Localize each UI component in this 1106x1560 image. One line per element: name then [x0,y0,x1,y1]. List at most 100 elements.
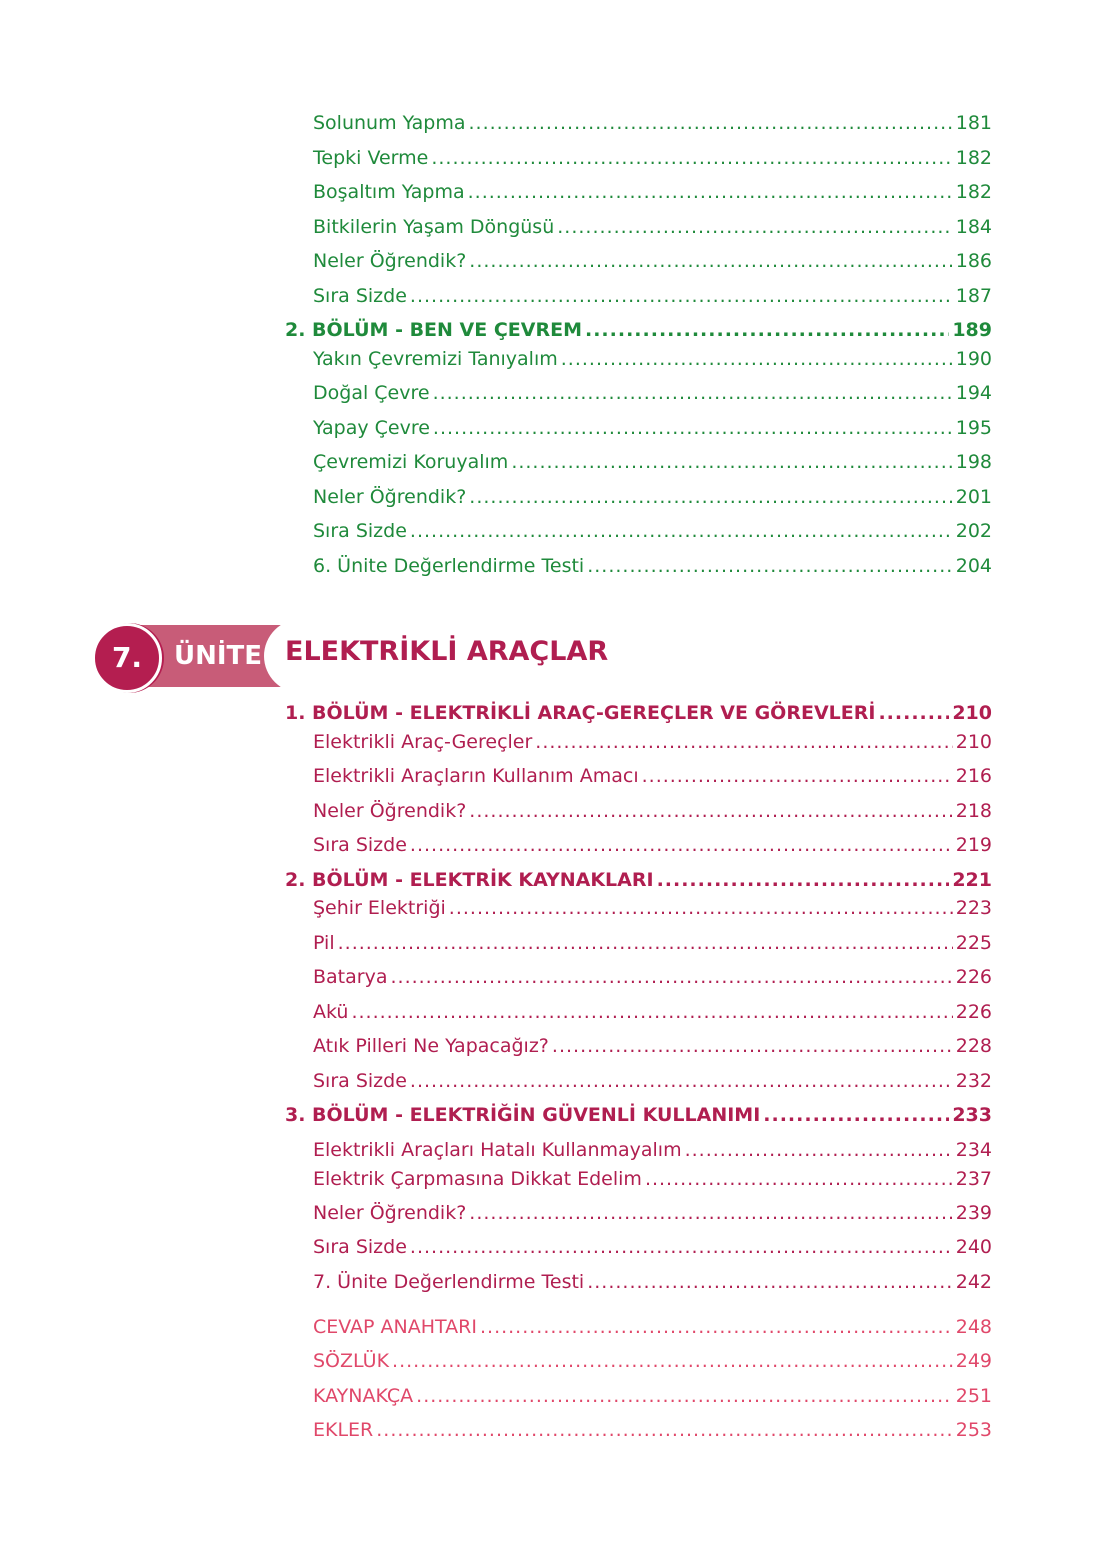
entry-title: Akü [313,1001,349,1023]
toc-entry[interactable]: KAYNAKÇA 251 [313,1383,992,1409]
toc-entry[interactable]: Elektrik Çarpmasına Dikkat Edelim 237 [313,1166,992,1192]
toc-entry[interactable]: Doğal Çevre 194 [313,380,992,406]
toc-entry[interactable]: Bitkilerin Yaşam Döngüsü 184 [313,214,992,240]
entry-page: 190 [955,348,992,370]
leader-dots [469,1200,952,1226]
entry-page: 195 [955,417,992,439]
toc-entry[interactable]: 2. BÖLÜM - ELEKTRİK KAYNAKLARI 221 [285,867,992,893]
entry-page: 210 [952,702,992,724]
leader-dots [410,283,953,309]
toc-entry[interactable]: Sıra Sizde 202 [313,518,992,544]
entry-page: 248 [955,1316,992,1338]
entry-title: 7. Ünite Değerlendirme Testi [313,1271,585,1293]
entry-title: 2. BÖLÜM - ELEKTRİK KAYNAKLARI [285,869,654,891]
leader-dots [557,214,952,240]
unit-number: 7. [92,623,162,693]
entry-page: 187 [955,285,992,307]
toc-entry[interactable]: Sıra Sizde 240 [313,1234,992,1260]
toc-entry[interactable]: Boşaltım Yapma 182 [313,179,992,205]
leader-dots [410,518,953,544]
entry-title: Sıra Sizde [313,834,407,856]
entry-title: Neler Öğrendik? [313,486,467,508]
leader-dots [587,1269,953,1295]
toc-entry[interactable]: Elektrikli Araç-Gereçler 210 [313,729,992,755]
entry-title: Yapay Çevre [313,417,430,439]
toc-entry[interactable]: Tepki Verme 182 [313,145,992,171]
toc-entry[interactable]: 1. BÖLÜM - ELEKTRİKLİ ARAÇ-GEREÇLER VE G… [285,700,992,726]
toc-entry[interactable]: Sıra Sizde 219 [313,832,992,858]
entry-page: 226 [955,966,992,988]
toc-entry[interactable]: Atık Pilleri Ne Yapacağız? 228 [313,1033,992,1059]
toc-entry[interactable]: Sıra Sizde 187 [313,283,992,309]
entry-title: Neler Öğrendik? [313,250,467,272]
entry-title: Bitkilerin Yaşam Döngüsü [313,216,555,238]
entry-page: 253 [955,1419,992,1441]
entry-page: 239 [955,1202,992,1224]
entry-page: 218 [955,800,992,822]
leader-dots [416,1383,953,1409]
toc-entry[interactable]: 3. BÖLÜM - ELEKTRİĞİN GÜVENLİ KULLANIMI 2… [285,1102,992,1128]
entry-title: SÖZLÜK [313,1350,390,1372]
entry-page: 225 [955,932,992,954]
entry-title: 1. BÖLÜM - ELEKTRİKLİ ARAÇ-GEREÇLER VE G… [285,702,876,724]
unit-label: ÜNİTE [174,641,263,671]
entry-title: Şehir Elektriği [313,897,446,919]
leader-dots [390,964,952,990]
entry-title: 3. BÖLÜM - ELEKTRİĞİN GÜVENLİ KULLANIMI [285,1104,761,1126]
entry-page: 219 [955,834,992,856]
toc-entry[interactable]: Yakın Çevremizi Tanıyalım 190 [313,346,992,372]
leader-dots [645,1166,953,1192]
toc-entry[interactable]: Akü 226 [313,999,992,1025]
leader-dots [469,248,952,274]
toc-entry[interactable]: Elektrikli Araçları Hatalı Kullanmayalım… [313,1137,992,1163]
toc-entry[interactable]: Solunum Yapma 181 [313,110,992,136]
entry-page: 234 [955,1139,992,1161]
entry-page: 194 [955,382,992,404]
entry-page: 216 [955,765,992,787]
entry-page: 233 [952,1104,992,1126]
entry-title: EKLER [313,1419,374,1441]
toc-entry[interactable]: Neler Öğrendik? 186 [313,248,992,274]
leader-dots [449,895,953,921]
toc-entry[interactable]: Elektrikli Araçların Kullanım Amacı 216 [313,763,992,789]
entry-title: Sıra Sizde [313,285,407,307]
entry-page: 182 [955,181,992,203]
entry-page: 181 [955,112,992,134]
toc-entry[interactable]: CEVAP ANAHTARI 248 [313,1314,992,1340]
entry-title: Atık Pilleri Ne Yapacağız? [313,1035,549,1057]
entry-title: 6. Ünite Değerlendirme Testi [313,555,585,577]
toc-entry[interactable]: 7. Ünite Değerlendirme Testi 242 [313,1269,992,1295]
leader-dots [433,380,953,406]
toc-entry[interactable]: 2. BÖLÜM - BEN VE ÇEVREM 189 [285,317,992,343]
leader-dots [763,1102,949,1128]
toc-entry[interactable]: Neler Öğrendik? 239 [313,1200,992,1226]
leader-dots [511,449,952,475]
toc-entry[interactable]: Neler Öğrendik? 218 [313,798,992,824]
leader-dots [587,553,953,579]
entry-title: CEVAP ANAHTARI [313,1316,477,1338]
entry-page: 221 [952,869,992,891]
entry-title: Doğal Çevre [313,382,430,404]
entry-title: Neler Öğrendik? [313,1202,467,1224]
entry-title: Pil [313,932,335,954]
entry-page: 189 [952,319,992,341]
band-cutout [264,619,338,693]
entry-title: Tepki Verme [313,147,429,169]
entry-title: Çevremizi Koruyalım [313,451,509,473]
leader-dots [657,867,950,893]
leader-dots [338,930,953,956]
toc-entry[interactable]: Yapay Çevre 195 [313,415,992,441]
toc-entry[interactable]: EKLER 253 [313,1417,992,1443]
toc-entry[interactable]: Şehir Elektriği 223 [313,895,992,921]
entry-page: 223 [955,897,992,919]
toc-entry[interactable]: Batarya 226 [313,964,992,990]
toc-entry[interactable]: Çevremizi Koruyalım 198 [313,449,992,475]
toc-entry[interactable]: SÖZLÜK 249 [313,1348,992,1374]
entry-title: Neler Öğrendik? [313,800,467,822]
toc-entry[interactable]: Pil 225 [313,930,992,956]
entry-title: Elektrikli Araçları Hatalı Kullanmayalım [313,1139,682,1161]
toc-entry[interactable]: Sıra Sizde 232 [313,1068,992,1094]
toc-entry[interactable]: 6. Ünite Değerlendirme Testi 204 [313,553,992,579]
toc-entry[interactable]: Neler Öğrendik? 201 [313,484,992,510]
entry-page: 232 [955,1070,992,1092]
